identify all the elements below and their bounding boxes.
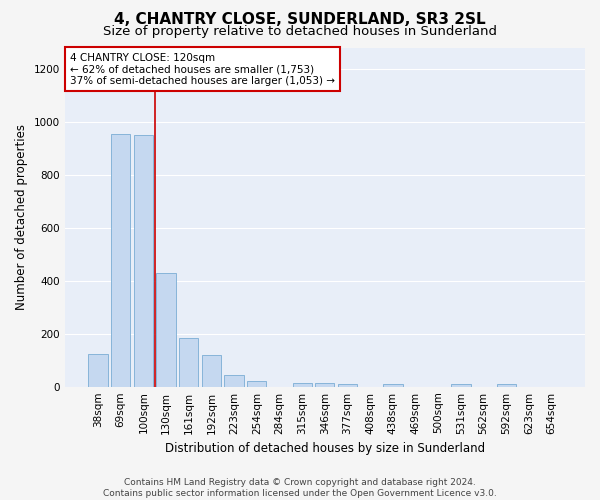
Text: Contains HM Land Registry data © Crown copyright and database right 2024.
Contai: Contains HM Land Registry data © Crown c… — [103, 478, 497, 498]
Bar — [293, 382, 312, 386]
Y-axis label: Number of detached properties: Number of detached properties — [15, 124, 28, 310]
Bar — [497, 384, 516, 386]
Bar — [134, 136, 153, 386]
Bar — [157, 272, 176, 386]
Bar — [315, 382, 334, 386]
Bar — [383, 384, 403, 386]
Bar — [111, 134, 130, 386]
Bar — [224, 375, 244, 386]
Text: 4 CHANTRY CLOSE: 120sqm
← 62% of detached houses are smaller (1,753)
37% of semi: 4 CHANTRY CLOSE: 120sqm ← 62% of detache… — [70, 52, 335, 86]
Bar — [179, 338, 199, 386]
Text: Size of property relative to detached houses in Sunderland: Size of property relative to detached ho… — [103, 25, 497, 38]
Bar — [202, 355, 221, 386]
Bar — [247, 382, 266, 386]
Bar — [338, 384, 357, 386]
X-axis label: Distribution of detached houses by size in Sunderland: Distribution of detached houses by size … — [165, 442, 485, 455]
Bar — [88, 354, 107, 386]
Bar — [451, 384, 470, 386]
Text: 4, CHANTRY CLOSE, SUNDERLAND, SR3 2SL: 4, CHANTRY CLOSE, SUNDERLAND, SR3 2SL — [114, 12, 486, 28]
